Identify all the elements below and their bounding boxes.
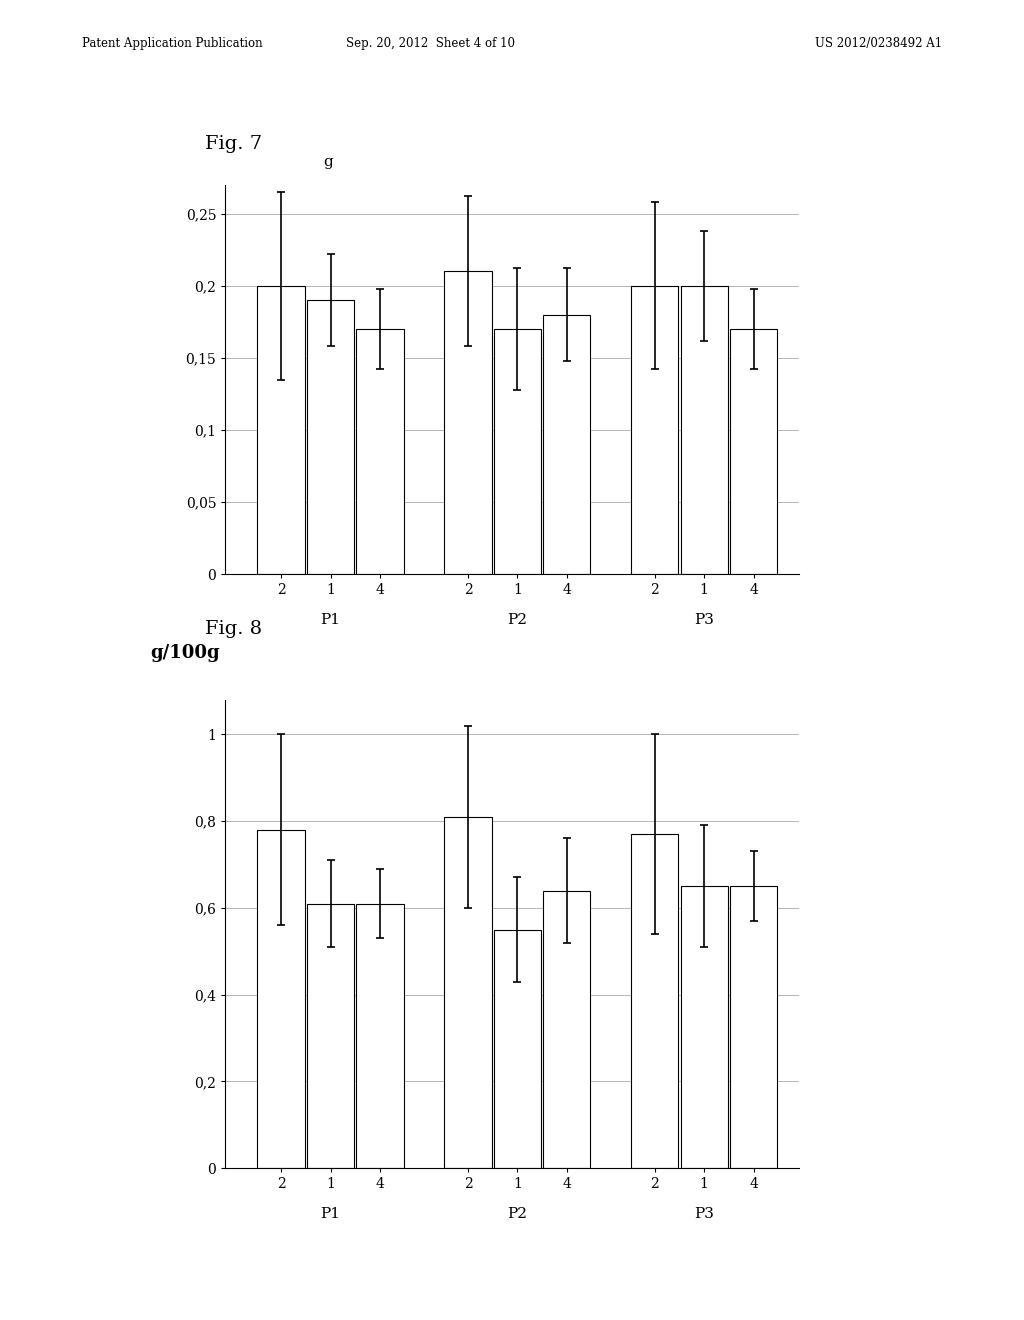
Text: g: g [324,156,334,169]
Text: P3: P3 [694,612,714,627]
Text: US 2012/0238492 A1: US 2012/0238492 A1 [815,37,942,50]
Bar [257,830,305,1168]
Text: P1: P1 [321,612,341,627]
Bar [730,329,777,574]
Bar [681,886,728,1168]
Bar [444,272,492,574]
Bar [307,903,354,1168]
Bar [444,817,492,1168]
Text: Fig. 7: Fig. 7 [205,135,262,153]
Bar [257,285,305,574]
Bar [631,834,679,1168]
Bar [543,314,591,574]
Text: Sep. 20, 2012  Sheet 4 of 10: Sep. 20, 2012 Sheet 4 of 10 [345,37,515,50]
Text: P1: P1 [321,1206,341,1221]
Bar [356,903,403,1168]
Bar [307,300,354,574]
Text: P3: P3 [694,1206,714,1221]
Bar [356,329,403,574]
Text: P2: P2 [507,1206,527,1221]
Bar [494,929,541,1168]
Text: Fig. 8: Fig. 8 [205,620,262,639]
Bar [494,329,541,574]
Bar [730,886,777,1168]
Text: g/100g: g/100g [151,644,220,663]
Bar [543,891,591,1168]
Bar [631,285,679,574]
Text: Patent Application Publication: Patent Application Publication [82,37,262,50]
Bar [681,285,728,574]
Text: P2: P2 [507,612,527,627]
